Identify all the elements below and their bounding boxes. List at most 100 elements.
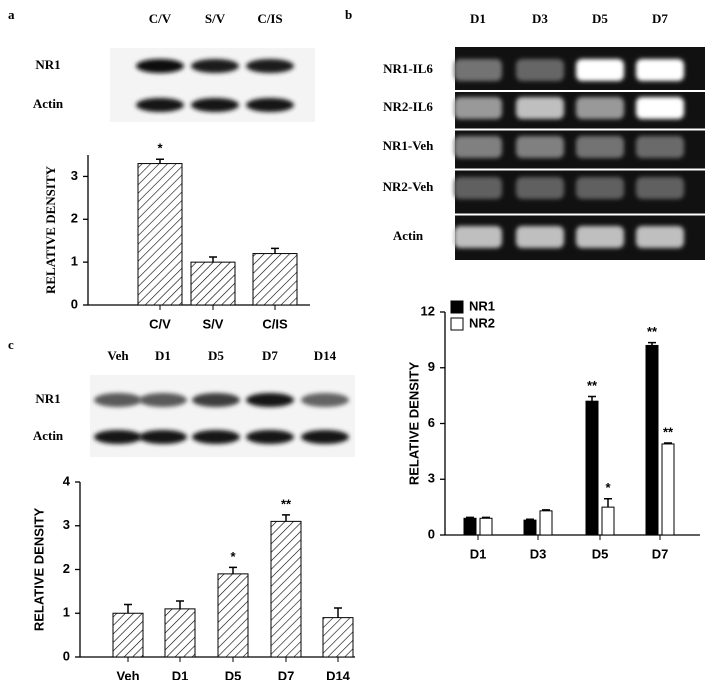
band [576, 59, 624, 81]
band [516, 177, 564, 199]
panel-label: b [345, 7, 352, 22]
band [192, 393, 240, 407]
band [191, 59, 239, 73]
blot-background [90, 375, 355, 457]
band [246, 430, 294, 444]
legend-swatch [450, 317, 464, 331]
y-tick-label: 12 [421, 303, 435, 318]
row-label: Actin [33, 428, 64, 443]
error-bar [156, 158, 164, 164]
band [136, 98, 184, 112]
band [136, 59, 184, 73]
bar [601, 506, 615, 536]
legend-label: NR2 [469, 315, 495, 330]
x-tick-label: D7 [278, 668, 295, 680]
band [301, 430, 349, 444]
significance-label: ** [281, 496, 292, 511]
band [516, 136, 564, 158]
band [192, 430, 240, 444]
band [139, 430, 187, 444]
band [576, 136, 624, 158]
y-tick-label: 1 [63, 605, 70, 620]
x-tick-label: D1 [470, 546, 487, 561]
y-tick-label: 0 [63, 648, 70, 663]
lane-label: Veh [107, 348, 129, 363]
x-tick-label: C/IS [262, 316, 288, 331]
error-bar [526, 518, 534, 521]
lane-label: D5 [208, 348, 224, 363]
band [516, 226, 564, 248]
row-label: Actin [393, 228, 424, 243]
error-bar [664, 442, 672, 444]
significance-label: ** [663, 424, 674, 439]
y-tick-label: 1 [71, 254, 78, 269]
band [454, 97, 502, 119]
error-bar [542, 509, 550, 511]
bar [585, 400, 599, 536]
error-bar [604, 498, 612, 508]
band [516, 59, 564, 81]
lane-label: D3 [532, 11, 548, 26]
error-bar [229, 566, 237, 574]
error-bar [282, 514, 290, 522]
significance-label: * [230, 549, 236, 564]
bar [190, 261, 236, 306]
lane-label: D1 [155, 348, 171, 363]
row-label: NR1 [35, 57, 60, 72]
error-bar [176, 600, 184, 609]
row-label: NR2-Veh [383, 179, 435, 194]
band [191, 98, 239, 112]
band [576, 97, 624, 119]
row-label: Actin [33, 96, 64, 111]
bar [270, 520, 302, 658]
lane-label: C/V [149, 11, 172, 26]
x-tick-label: D3 [530, 546, 547, 561]
band [516, 97, 564, 119]
error-bar [588, 395, 596, 402]
panel-label: c [8, 337, 14, 352]
lane-label: D7 [262, 348, 278, 363]
y-tick-label: 0 [71, 296, 78, 311]
lane-label: D1 [470, 11, 486, 26]
y-tick-label: 4 [63, 473, 71, 488]
band [636, 59, 684, 81]
y-tick-label: 0 [428, 526, 435, 541]
x-tick-label: Veh [116, 668, 139, 680]
y-tick-label: 2 [71, 211, 78, 226]
bar [661, 443, 675, 536]
panel-label: a [8, 7, 15, 22]
lane-label: S/V [205, 11, 226, 26]
y-axis-label: RELATIVE DENSITY [43, 165, 58, 294]
bar [479, 517, 493, 536]
bar [322, 617, 354, 658]
band [246, 393, 294, 407]
significance-label: ** [647, 324, 658, 339]
band [576, 226, 624, 248]
legend-swatch [450, 300, 464, 314]
error-bar [334, 607, 342, 618]
bar [463, 517, 477, 536]
significance-label: ** [587, 378, 598, 393]
y-tick-label: 3 [428, 471, 435, 486]
bar [164, 608, 196, 658]
significance-label: * [605, 480, 611, 495]
bar [217, 573, 249, 658]
significance-label: * [157, 141, 163, 156]
lane-label: D14 [314, 348, 337, 363]
x-tick-label: D14 [326, 668, 351, 680]
band [246, 59, 294, 73]
band [636, 97, 684, 119]
band [576, 177, 624, 199]
y-tick-label: 9 [428, 359, 435, 374]
band [454, 136, 502, 158]
bar [523, 519, 537, 536]
error-bar [482, 516, 490, 519]
y-axis-label: RELATIVE DENSITY [406, 362, 421, 486]
band [246, 98, 294, 112]
band [636, 136, 684, 158]
row-label: NR1-IL6 [383, 61, 433, 76]
x-tick-label: D7 [652, 546, 669, 561]
bar [252, 253, 298, 306]
band [139, 393, 187, 407]
